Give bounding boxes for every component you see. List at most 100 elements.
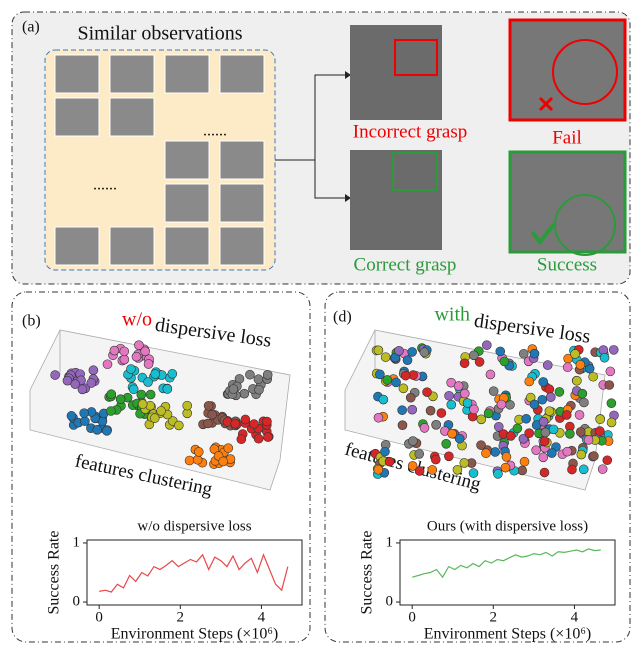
point — [107, 390, 116, 399]
point — [540, 437, 549, 446]
point — [444, 452, 453, 461]
point — [525, 429, 534, 438]
title: dispersive loss — [154, 314, 273, 352]
point — [174, 421, 183, 430]
point — [547, 449, 556, 458]
point — [607, 418, 616, 427]
panel-label: (d) — [333, 309, 352, 326]
y-tick-label: 0 — [73, 593, 81, 609]
point — [496, 347, 505, 356]
point — [408, 347, 417, 356]
point — [460, 389, 469, 398]
point — [501, 463, 510, 472]
point — [477, 441, 486, 450]
point — [110, 346, 119, 355]
point — [493, 469, 502, 478]
point — [469, 405, 478, 414]
point — [157, 406, 166, 415]
point — [572, 376, 581, 385]
point — [116, 395, 125, 404]
thumbnail — [220, 184, 264, 222]
point — [545, 407, 554, 416]
point — [469, 469, 478, 478]
point — [525, 377, 534, 386]
thumbnail — [165, 227, 209, 265]
point — [93, 425, 102, 434]
point — [431, 455, 440, 464]
zoom-image — [510, 20, 625, 120]
point — [231, 419, 240, 428]
figure: (a) Similar observations ...... ...... I… — [0, 0, 641, 651]
point — [562, 410, 571, 419]
x-tick-label: 0 — [95, 609, 103, 625]
thumbnail — [55, 227, 99, 265]
point — [120, 355, 129, 364]
point — [374, 465, 383, 474]
point — [575, 410, 584, 419]
point — [577, 450, 586, 459]
point — [491, 447, 500, 456]
title-prefix: w/o — [122, 309, 152, 331]
point — [420, 348, 429, 357]
point — [237, 435, 246, 444]
point — [571, 349, 580, 358]
point — [460, 359, 469, 368]
point — [383, 375, 392, 384]
thumbnail — [220, 141, 264, 179]
y-tick-label: 1 — [386, 534, 394, 550]
point — [204, 401, 213, 410]
point — [262, 417, 271, 426]
ellipsis: ...... — [93, 177, 117, 194]
point — [87, 378, 96, 387]
point — [607, 399, 616, 408]
x-tick-label: 2 — [490, 609, 498, 625]
point — [448, 429, 457, 438]
thumbnail — [55, 55, 99, 93]
point — [129, 385, 138, 394]
point — [254, 434, 263, 443]
point — [398, 406, 407, 415]
point — [263, 433, 272, 442]
thumbnail — [110, 55, 154, 93]
caption: Similar observations — [78, 23, 243, 45]
point — [138, 400, 147, 409]
point — [539, 453, 548, 462]
point — [380, 447, 389, 456]
x-tick-label: 4 — [258, 609, 266, 625]
panel-label: (b) — [22, 313, 41, 330]
thumbnail — [165, 55, 209, 93]
point — [229, 385, 238, 394]
point — [168, 369, 177, 378]
point — [541, 428, 550, 437]
point — [250, 420, 259, 429]
point — [609, 345, 618, 354]
point — [563, 447, 572, 456]
point — [539, 417, 548, 426]
point — [415, 466, 424, 475]
robot-image — [350, 150, 442, 250]
point — [549, 425, 558, 434]
point — [241, 415, 250, 424]
point — [578, 389, 587, 398]
point — [80, 409, 89, 418]
y-axis-label: Success Rate — [359, 531, 376, 615]
point — [120, 347, 129, 356]
point — [477, 415, 486, 424]
label: Correct grasp — [354, 254, 457, 275]
point — [420, 423, 429, 432]
point — [605, 381, 614, 390]
point — [576, 427, 585, 436]
thumbnail — [110, 227, 154, 265]
point — [543, 361, 552, 370]
point — [596, 415, 605, 424]
point — [469, 351, 478, 360]
x-tick-label: 4 — [571, 609, 579, 625]
point — [555, 387, 564, 396]
label: Fail — [552, 127, 582, 148]
point — [460, 458, 469, 467]
thumbnail — [165, 141, 209, 179]
point — [481, 449, 490, 458]
point — [428, 465, 437, 474]
point — [598, 465, 607, 474]
point — [255, 385, 264, 394]
